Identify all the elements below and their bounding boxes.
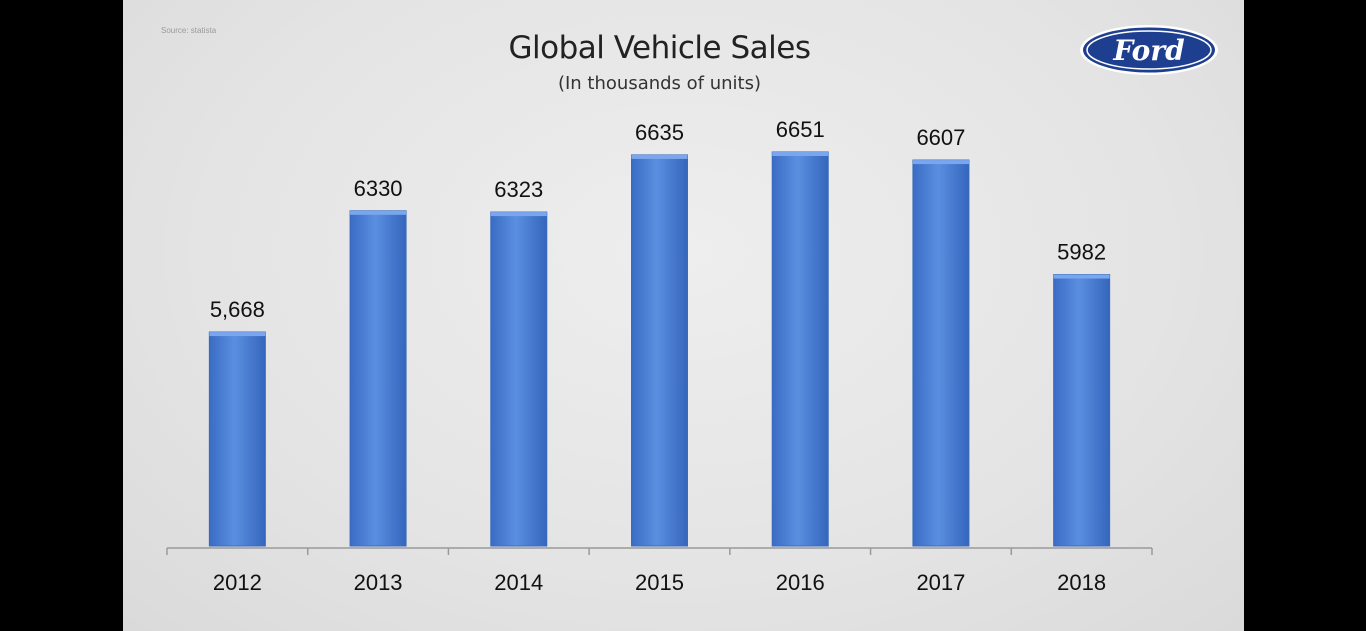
data-label: 6635 — [635, 120, 684, 145]
x-tick-label: 2012 — [213, 570, 262, 595]
x-tick-label: 2015 — [635, 570, 684, 595]
bar — [912, 159, 970, 547]
bar — [1053, 274, 1111, 547]
x-axis — [166, 547, 1153, 555]
ford-oval-logo-icon: Ford — [1080, 25, 1218, 75]
bar-highlight — [490, 212, 547, 217]
data-label: 6607 — [916, 125, 965, 150]
x-tick-label: 2014 — [494, 570, 543, 595]
bar-highlight — [912, 160, 969, 165]
bar — [349, 210, 407, 547]
data-label: 6330 — [354, 176, 403, 201]
bar — [771, 151, 829, 547]
x-tick-label: 2013 — [354, 570, 403, 595]
labels-group: 5,668 2012 6330 2013 6323 2014 6635 2015 6651 201… — [210, 117, 1106, 595]
bar-highlight — [209, 332, 266, 337]
data-label: 5,668 — [210, 297, 265, 322]
source-note: Source: statista — [161, 26, 217, 35]
x-tick-label: 2016 — [776, 570, 825, 595]
bar-highlight — [350, 210, 407, 215]
bars-group — [208, 151, 1111, 547]
bar — [490, 211, 548, 547]
data-label: 6651 — [776, 117, 825, 142]
chart-subtitle: (In thousands of units) — [557, 73, 762, 94]
chart-title: Global Vehicle Sales — [508, 30, 811, 66]
data-label: 6323 — [494, 177, 543, 202]
bar-highlight — [772, 152, 829, 156]
bar — [208, 331, 266, 547]
logo-text: Ford — [1112, 34, 1184, 67]
bar-highlight — [1053, 274, 1110, 279]
x-tick-label: 2018 — [1057, 570, 1106, 595]
bar-highlight — [631, 154, 688, 159]
data-label: 5982 — [1057, 240, 1106, 265]
bar-chart: 5,668 2012 6330 2013 6323 2014 6635 2015 6651 201… — [166, 117, 1153, 595]
presentation-slide: Source: statista Global Vehicle Sales (I… — [123, 0, 1244, 631]
x-tick-label: 2017 — [916, 570, 965, 595]
bar — [631, 154, 688, 547]
